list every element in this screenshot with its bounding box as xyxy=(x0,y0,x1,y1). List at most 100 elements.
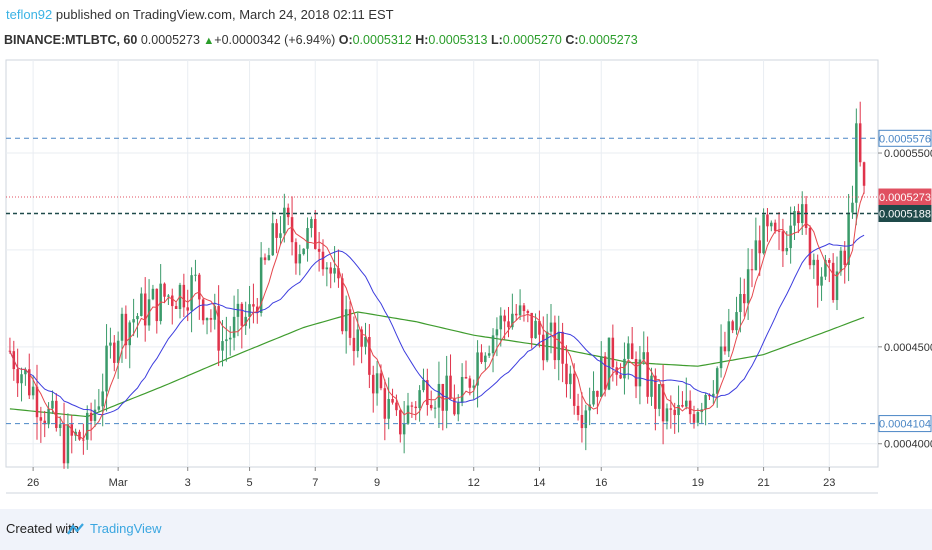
candle-body xyxy=(847,212,850,265)
candle-body xyxy=(16,369,19,384)
candle-body xyxy=(603,356,607,390)
candle-body xyxy=(572,373,576,406)
open-value: 0.0005312 xyxy=(352,33,412,47)
candle-body xyxy=(47,408,50,425)
candle-body xyxy=(105,345,108,392)
candle-body xyxy=(831,262,835,301)
price-levels: 0.00055760.000527348:200.00051880.000410… xyxy=(6,129,932,433)
candle-body xyxy=(828,259,831,263)
created-with-text: Created with xyxy=(6,521,79,536)
candle-body xyxy=(182,284,186,308)
candle-body xyxy=(557,331,560,361)
candle-body xyxy=(808,227,812,266)
candle-body xyxy=(368,336,371,375)
last-price: 0.0005273 xyxy=(140,33,200,47)
candle-body xyxy=(28,369,31,396)
candle-body xyxy=(51,400,54,409)
tradingview-brand[interactable]: TradingView xyxy=(90,521,162,536)
candle-body xyxy=(356,329,360,352)
author-link[interactable]: teflon92 xyxy=(6,7,53,22)
candle-body xyxy=(584,410,588,429)
candle-body xyxy=(283,207,286,234)
candle-body xyxy=(248,304,251,317)
high-value: 0.0005313 xyxy=(428,33,488,47)
candle-body xyxy=(194,274,197,276)
candle-body xyxy=(773,222,777,231)
candle-body xyxy=(78,431,81,440)
candle-body xyxy=(205,318,209,321)
candle-body xyxy=(735,312,738,331)
candle-body xyxy=(592,390,595,405)
candle-body xyxy=(862,162,866,186)
candle-body xyxy=(669,408,673,410)
candle-body xyxy=(325,267,329,270)
x-tick-label-0: 26 xyxy=(27,477,39,489)
candle-body xyxy=(228,337,232,340)
candle-body xyxy=(688,400,692,415)
candle-body xyxy=(136,315,139,320)
candle-body xyxy=(140,293,143,316)
candle-body xyxy=(681,404,684,407)
low-value: 0.0005270 xyxy=(502,33,562,47)
y-tick-label-0: 0.0004000 xyxy=(884,439,932,451)
candle-body xyxy=(754,240,758,271)
candle-body xyxy=(317,248,321,252)
candle-body xyxy=(476,352,479,386)
x-tick-label-6: 12 xyxy=(468,477,480,489)
y-axis-ticks: 0.0004000 0.0004500 0.0005500 xyxy=(878,148,932,451)
candle-body xyxy=(499,315,503,330)
candle-body xyxy=(654,375,657,409)
candle-body xyxy=(569,373,572,385)
candle-body xyxy=(43,420,46,425)
candle-body xyxy=(391,398,394,403)
ohlc-legend: BINANCE:MTLBTC, 60 0.0005273 ▲+0.0000342… xyxy=(4,33,638,47)
candles-group xyxy=(8,101,866,469)
candle-body xyxy=(109,342,112,346)
candle-body xyxy=(530,312,533,339)
candle-body xyxy=(395,402,398,411)
candle-body xyxy=(209,318,213,320)
candle-body xyxy=(39,417,43,421)
candle-body xyxy=(74,431,77,436)
candle-body xyxy=(267,255,271,261)
y-tick-label-2: 0.0005500 xyxy=(884,148,932,160)
candle-body xyxy=(402,423,406,435)
candle-body xyxy=(85,412,89,440)
candle-body xyxy=(294,242,298,264)
candle-body xyxy=(534,320,537,339)
candle-body xyxy=(804,204,808,228)
candle-body xyxy=(449,375,452,399)
symbol-label: BINANCE:MTLBTC, 60 xyxy=(4,33,138,47)
candle-body xyxy=(132,319,135,323)
candle-body xyxy=(642,352,646,360)
candle-body xyxy=(232,316,236,338)
price-tag-label-4: 0.0004104 xyxy=(879,419,931,431)
candle-body xyxy=(375,373,379,394)
candle-body xyxy=(712,393,715,397)
candle-body xyxy=(677,404,680,416)
candle-body xyxy=(337,268,340,279)
candle-body xyxy=(344,309,348,332)
candle-body xyxy=(256,306,259,313)
candle-body xyxy=(731,321,734,331)
candle-body xyxy=(665,408,669,422)
candle-body xyxy=(851,202,854,213)
candle-body xyxy=(406,405,410,424)
candle-body xyxy=(259,257,263,313)
candle-body xyxy=(171,295,174,307)
ma-fast-line xyxy=(9,191,865,440)
candle-body xyxy=(627,343,630,359)
candle-body xyxy=(715,368,719,394)
candle-body xyxy=(410,405,414,407)
candle-body xyxy=(708,394,711,397)
candle-body xyxy=(646,352,649,397)
open-label: O: xyxy=(338,33,353,47)
candle-body xyxy=(812,259,816,266)
candle-body xyxy=(723,346,727,352)
candle-body xyxy=(634,358,638,387)
candle-body xyxy=(858,123,862,163)
candle-body xyxy=(600,356,603,397)
candle-body xyxy=(673,409,676,416)
candle-body xyxy=(518,305,522,316)
